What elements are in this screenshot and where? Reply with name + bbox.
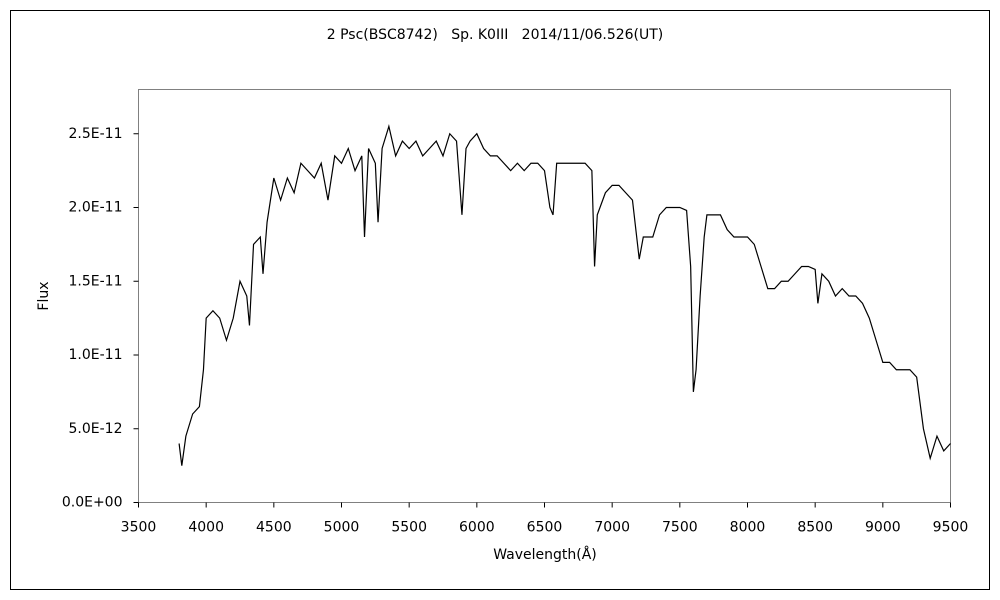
x-tick-label: 6500: [527, 520, 563, 536]
y-tick-label: 0.0E+00: [62, 495, 123, 511]
spectrum-line: [178, 124, 951, 466]
y-tick-label: 2.0E-11: [69, 200, 123, 216]
x-tick-label: 4000: [188, 520, 224, 536]
x-axis-label: Wavelength(Å): [493, 546, 597, 563]
x-tick-label: 8500: [797, 520, 833, 536]
y-tick-label: 5.0E-12: [69, 421, 123, 437]
x-tick-label: 5500: [391, 520, 427, 536]
x-tick-label: 7000: [594, 520, 630, 536]
x-tick-label: 9500: [933, 520, 969, 536]
chart-title: 2 Psc(BSC8742) Sp. K0III 2014/11/06.526(…: [327, 27, 664, 43]
y-tick-label: 1.0E-11: [69, 347, 123, 363]
x-tick-label: 7500: [662, 520, 698, 536]
x-tick-label: 3500: [121, 520, 157, 536]
x-tick-label: 8000: [730, 520, 766, 536]
x-tick-label: 9000: [865, 520, 901, 536]
y-tick-label: 1.5E-11: [69, 273, 123, 289]
y-axis-label: Flux: [36, 281, 52, 310]
x-tick-label: 6000: [459, 520, 495, 536]
chart-frame: [10, 10, 990, 590]
plot-frame: [138, 89, 951, 503]
x-tick-label: 4500: [256, 520, 292, 536]
y-tick-label: 2.5E-11: [69, 126, 123, 142]
x-tick-label: 5000: [324, 520, 360, 536]
